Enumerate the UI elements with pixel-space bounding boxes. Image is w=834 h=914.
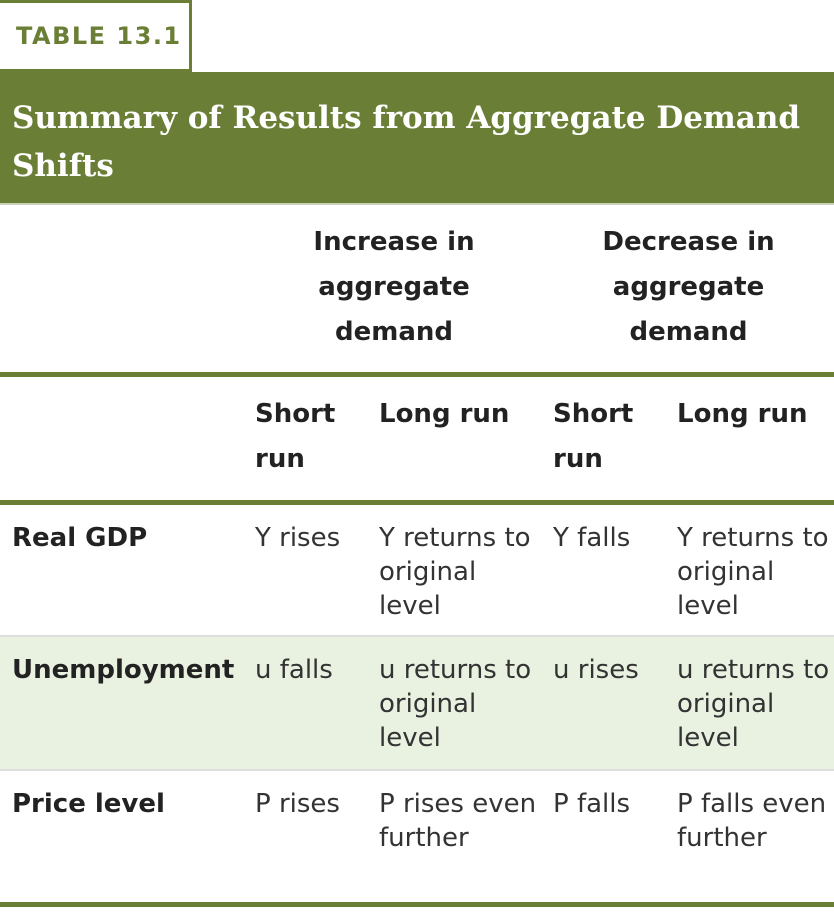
table-label: TABLE 13.1 (16, 22, 182, 50)
corner-cell (0, 205, 245, 377)
sub-header-short-run: Short run (245, 374, 369, 505)
table-cell: Y returns to original level (667, 502, 834, 637)
table-cell: Y falls (543, 502, 668, 637)
sub-header-short-run: Short run (543, 374, 668, 505)
title-bar: Summary of Results from Aggregate Demand… (0, 72, 834, 203)
sub-header-row: Short run Long run Short run Long run (0, 374, 834, 505)
table-cell: u rises (543, 636, 668, 771)
sub-header-long-run: Long run (369, 374, 544, 505)
group-header-decrease: Decrease in aggregate demand (543, 205, 834, 377)
table-row: Price level P rises P rises even further… (0, 770, 834, 907)
table-cell: P rises (245, 770, 369, 907)
row-label: Price level (0, 770, 245, 907)
table-row: Real GDP Y rises Y returns to original l… (0, 502, 834, 637)
table-cell: u returns to original level (369, 636, 544, 771)
corner-cell (0, 374, 245, 505)
table-label-tab: TABLE 13.1 (0, 0, 192, 72)
row-label: Unemployment (0, 636, 245, 771)
table-cell: P falls even further (667, 770, 834, 907)
title-divider (0, 203, 834, 205)
group-header-row: Increase in aggregate demand Decrease in… (0, 205, 834, 377)
row-label: Real GDP (0, 502, 245, 637)
table-cell: Y rises (245, 502, 369, 637)
table-cell: u falls (245, 636, 369, 771)
sub-header-long-run: Long run (667, 374, 834, 505)
table-cell: P falls (543, 770, 668, 907)
summary-table: Increase in aggregate demand Decrease in… (0, 205, 834, 907)
table-row: Unemployment u falls u returns to origin… (0, 636, 834, 771)
table-cell: Y returns to original level (369, 502, 544, 637)
table-title: Summary of Results from Aggregate Demand… (12, 100, 801, 184)
table-cell: u returns to original level (667, 636, 834, 771)
table-cell: P rises even further (369, 770, 544, 907)
group-header-increase: Increase in aggregate demand (245, 205, 544, 377)
